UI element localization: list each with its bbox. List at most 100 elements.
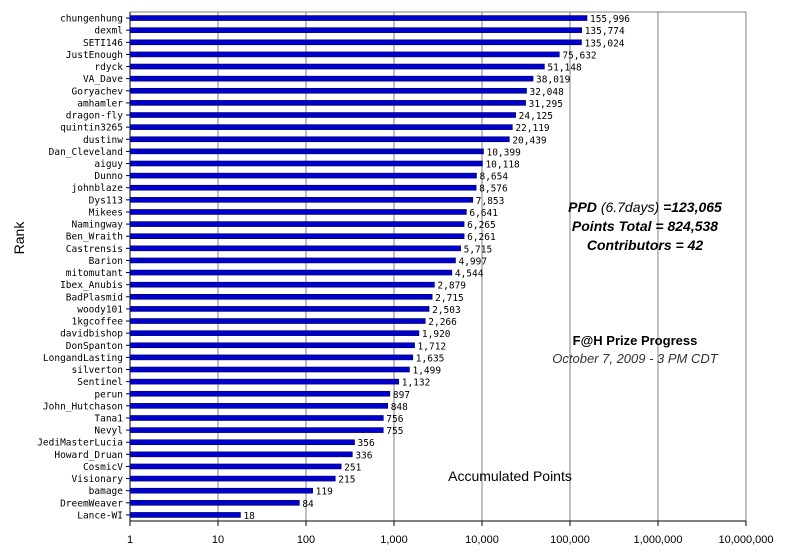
category-label: Dunno bbox=[94, 171, 123, 182]
value-label: 8,576 bbox=[479, 184, 508, 195]
bar bbox=[129, 39, 582, 46]
category-label: Goryachev bbox=[72, 86, 124, 97]
value-label: 135,774 bbox=[585, 26, 625, 37]
bar bbox=[129, 269, 453, 276]
bar bbox=[129, 197, 474, 203]
x-tick-label: 100,000 bbox=[550, 534, 590, 546]
category-label: Dan_Cleveland bbox=[49, 147, 123, 158]
value-label: 38,019 bbox=[536, 75, 571, 86]
points-total: Points Total = 824,538 bbox=[571, 218, 719, 234]
value-label: 756 bbox=[386, 414, 403, 425]
category-label: Dys113 bbox=[89, 195, 123, 206]
category-label: DonSpanton bbox=[66, 341, 123, 352]
value-label: 1,920 bbox=[422, 329, 451, 340]
bar bbox=[129, 487, 313, 494]
category-label: DreemWeaver bbox=[60, 498, 123, 509]
bar bbox=[129, 124, 513, 130]
x-tick-label: 100 bbox=[297, 534, 315, 546]
x-tick-label: 10 bbox=[212, 534, 224, 546]
value-label: 20,439 bbox=[512, 135, 547, 146]
category-label: johnblaze bbox=[72, 183, 124, 194]
bar bbox=[129, 500, 300, 506]
category-label: LongandLasting bbox=[43, 353, 123, 364]
value-label: 6,641 bbox=[469, 208, 498, 219]
x-axis-label: Accumulated Points bbox=[448, 468, 572, 484]
category-label: mitomutant bbox=[66, 268, 123, 279]
category-label: davidbishop bbox=[60, 329, 123, 340]
bar bbox=[129, 366, 410, 373]
value-label: 5,715 bbox=[464, 244, 493, 255]
value-label: 1,635 bbox=[416, 353, 445, 364]
category-label: perun bbox=[94, 389, 123, 400]
value-label: 755 bbox=[386, 426, 403, 437]
ppd-value: =123,065 bbox=[663, 199, 722, 215]
value-label: 897 bbox=[393, 390, 410, 401]
category-label: dragon-fly bbox=[66, 111, 123, 122]
category-label: Sentinel bbox=[77, 377, 123, 388]
bar bbox=[129, 378, 400, 385]
value-label: 155,996 bbox=[590, 14, 630, 25]
value-label: 135,024 bbox=[584, 38, 624, 49]
bar bbox=[129, 221, 465, 227]
x-tick-label: 10,000 bbox=[465, 534, 499, 546]
value-label: 7,853 bbox=[476, 196, 505, 207]
value-label: 24,125 bbox=[519, 111, 553, 122]
value-label: 215 bbox=[338, 475, 355, 486]
category-label: silverton bbox=[72, 365, 123, 376]
bar bbox=[129, 245, 461, 252]
value-labels: 155,996135,774135,02475,63251,14838,0193… bbox=[243, 14, 630, 522]
value-label: 31,295 bbox=[529, 99, 563, 110]
value-label: 251 bbox=[344, 462, 361, 473]
bar bbox=[129, 293, 433, 300]
category-label: JediMasterLucia bbox=[37, 438, 123, 449]
category-label: Howard_Druan bbox=[54, 450, 123, 461]
category-label: bamage bbox=[89, 486, 124, 497]
bar bbox=[129, 233, 465, 240]
bar bbox=[129, 148, 484, 155]
value-label: 2,715 bbox=[435, 293, 464, 304]
x-tick-label: 1,000 bbox=[380, 534, 408, 546]
bar bbox=[129, 415, 384, 421]
value-label: 4,544 bbox=[455, 269, 484, 280]
value-label: 119 bbox=[316, 487, 333, 498]
bar bbox=[129, 257, 456, 264]
x-tick-label: 10,000,000 bbox=[718, 534, 773, 546]
bar bbox=[129, 27, 582, 33]
y-axis-label: Rank bbox=[11, 221, 27, 255]
bar bbox=[129, 463, 342, 470]
category-label: 1kgcoffee bbox=[72, 317, 124, 328]
bar bbox=[129, 209, 467, 215]
bar bbox=[129, 475, 336, 482]
bar bbox=[129, 100, 526, 106]
category-label: Visionary bbox=[72, 474, 124, 485]
bar bbox=[129, 342, 415, 349]
x-tick-label: 1 bbox=[127, 534, 133, 546]
value-label: 2,503 bbox=[432, 305, 461, 316]
bar bbox=[129, 451, 353, 458]
bar bbox=[129, 512, 241, 518]
category-label: Nevyl bbox=[94, 426, 123, 437]
value-label: 6,261 bbox=[467, 232, 496, 243]
ppd-label: PPD bbox=[568, 199, 597, 215]
bar bbox=[129, 51, 560, 58]
category-label: JustEnough bbox=[66, 50, 123, 61]
category-label: Barion bbox=[89, 256, 123, 267]
prize-title: F@H Prize Progress bbox=[572, 333, 698, 348]
bars bbox=[129, 15, 588, 518]
category-label: Lance-WI bbox=[77, 510, 123, 521]
bar bbox=[129, 306, 430, 312]
value-label: 18 bbox=[243, 511, 255, 522]
value-label: 75,632 bbox=[562, 50, 596, 61]
value-label: 32,048 bbox=[530, 87, 565, 98]
category-label: SETI146 bbox=[83, 38, 123, 49]
category-label: chungenhung bbox=[60, 14, 123, 25]
grid-lines bbox=[126, 11, 747, 526]
value-label: 10,118 bbox=[485, 159, 520, 170]
value-label: 4,997 bbox=[458, 256, 487, 267]
bar bbox=[129, 318, 426, 324]
category-label: amhamler bbox=[77, 98, 123, 109]
value-label: 1,132 bbox=[402, 378, 431, 389]
value-label: 84 bbox=[302, 499, 314, 510]
bar bbox=[129, 427, 384, 433]
